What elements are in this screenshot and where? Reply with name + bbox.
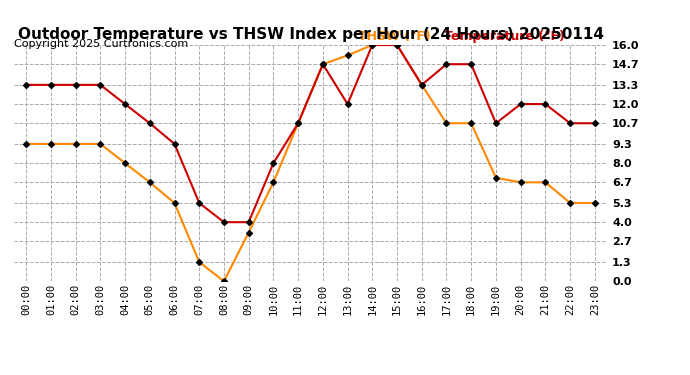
Text: Temperature (°F): Temperature (°F) [444,30,565,43]
Title: Outdoor Temperature vs THSW Index per Hour (24 Hours) 20250114: Outdoor Temperature vs THSW Index per Ho… [17,27,604,42]
Text: THSW (°F): THSW (°F) [358,30,431,43]
Text: Copyright 2025 Curtronics.com: Copyright 2025 Curtronics.com [14,39,188,50]
